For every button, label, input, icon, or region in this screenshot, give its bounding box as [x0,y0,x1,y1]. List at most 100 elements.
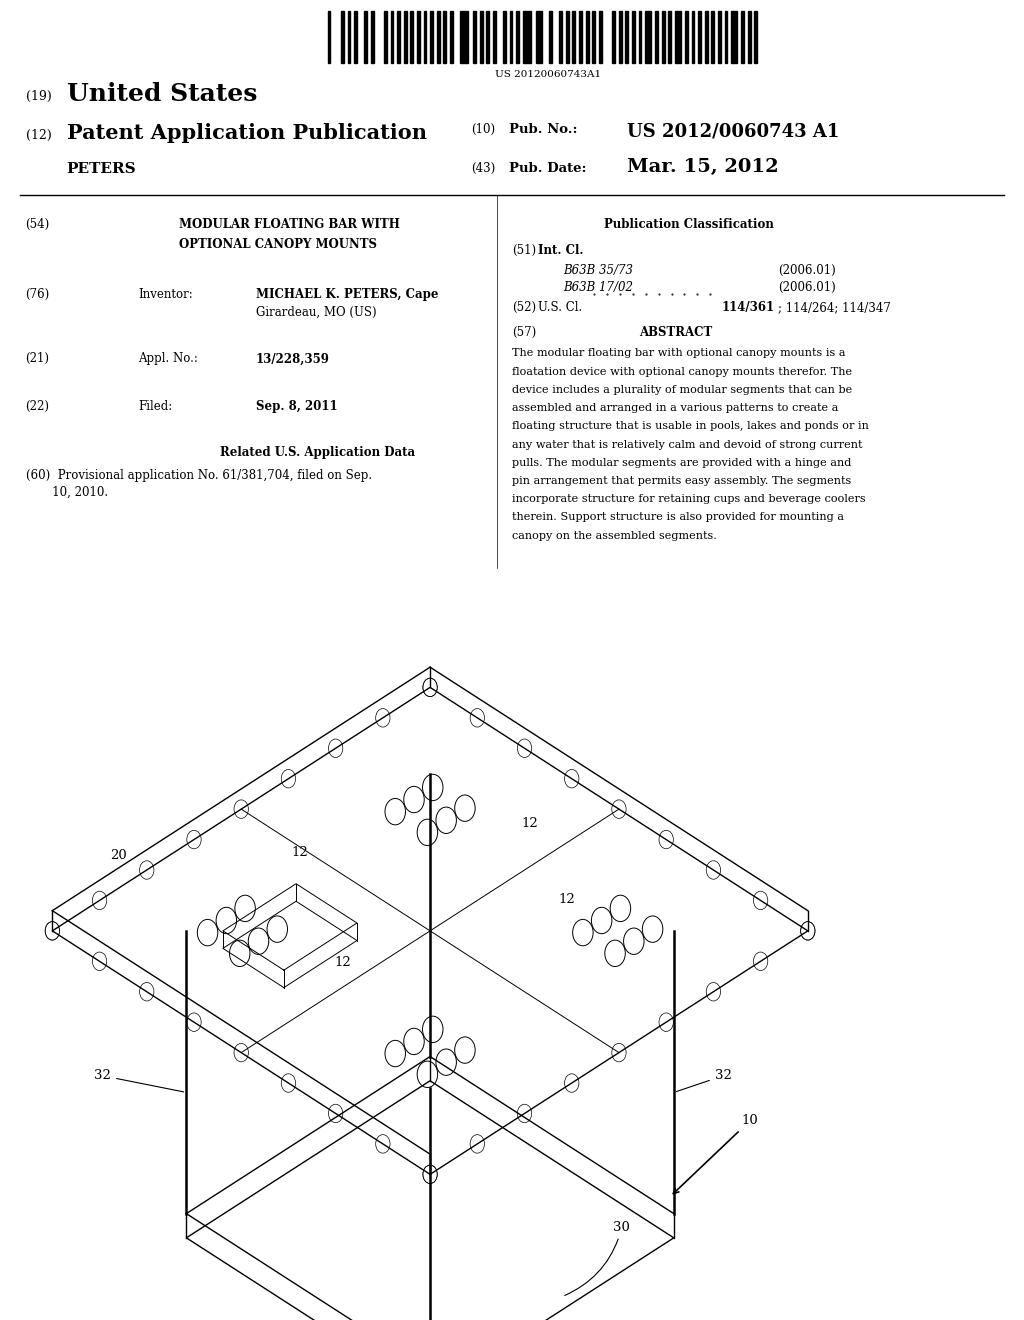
Text: US 2012/0060743 A1: US 2012/0060743 A1 [627,123,839,141]
Text: 12: 12 [521,817,539,830]
Bar [451,11,453,63]
Text: pulls. The modular segments are provided with a hinge and: pulls. The modular segments are provided… [512,458,851,467]
Bar [741,11,744,63]
Text: 32: 32 [94,1069,183,1092]
Text: floating structure that is usable in pools, lakes and ponds or in: floating structure that is usable in poo… [512,421,869,432]
Text: incorporate structure for retaining cups and beverage coolers: incorporate structure for retaining cups… [512,494,865,504]
Bar [669,11,672,63]
Text: 10: 10 [673,1114,759,1193]
Text: (52): (52) [512,301,537,314]
Text: 12: 12 [334,956,350,969]
Text: 30: 30 [564,1221,630,1295]
Text: 13/228,359: 13/228,359 [256,352,330,366]
Text: The modular floating bar with optional canopy mounts is a: The modular floating bar with optional c… [512,348,846,359]
Text: pin arrangement that permits easy assembly. The segments: pin arrangement that permits easy assemb… [512,477,851,486]
Text: ; 114/264; 114/347: ; 114/264; 114/347 [778,301,891,314]
Text: (43): (43) [471,162,496,176]
Text: (2006.01): (2006.01) [778,281,836,294]
Text: B63B 35/73: B63B 35/73 [563,264,633,277]
Bar [618,11,622,63]
Bar [632,11,635,63]
Bar [417,11,420,63]
Text: Girardeau, MO (US): Girardeau, MO (US) [256,306,377,319]
Bar [443,11,446,63]
Text: assembled and arranged in a various patterns to create a: assembled and arranged in a various patt… [512,403,839,413]
Text: PETERS: PETERS [67,162,136,177]
Text: Appl. No.:: Appl. No.: [138,352,198,366]
Bar [430,11,433,63]
Bar [685,11,688,63]
Bar [347,11,350,63]
Bar [586,11,589,63]
Bar [390,11,393,63]
Text: (2006.01): (2006.01) [778,264,836,277]
Bar [397,11,400,63]
Bar [365,11,367,63]
Bar [537,11,542,63]
Bar [510,11,512,63]
Text: United States: United States [67,82,257,106]
Text: Filed:: Filed: [138,400,172,413]
Text: Related U.S. Application Data: Related U.S. Application Data [220,446,416,459]
Text: canopy on the assembled segments.: canopy on the assembled segments. [512,531,717,541]
Bar [599,11,602,63]
Bar [354,11,357,63]
Text: Pub. Date:: Pub. Date: [509,162,587,176]
Text: 12: 12 [292,846,308,858]
Bar [639,11,641,63]
Text: U.S. Cl.: U.S. Cl. [538,301,582,314]
Bar [566,11,568,63]
Text: Patent Application Publication: Patent Application Publication [67,123,427,143]
Text: MODULAR FLOATING BAR WITH: MODULAR FLOATING BAR WITH [179,218,400,231]
Bar [424,11,426,63]
Text: (51): (51) [512,244,537,257]
Bar [403,11,407,63]
Bar [675,11,681,63]
Bar [748,11,751,63]
Text: (76): (76) [26,288,50,301]
Bar [645,11,651,63]
Bar [549,11,552,63]
Bar [572,11,575,63]
Bar [486,11,489,63]
Text: (54): (54) [26,218,50,231]
Text: floatation device with optional canopy mounts therefor. The: floatation device with optional canopy m… [512,367,852,376]
Bar [731,11,737,63]
Bar [494,11,496,63]
Bar [725,11,727,63]
Bar [698,11,701,63]
Text: 114/361: 114/361 [722,301,775,314]
Bar [473,11,476,63]
Text: 12: 12 [558,892,574,906]
Text: any water that is relatively calm and devoid of strong current: any water that is relatively calm and de… [512,440,862,450]
Text: 20: 20 [111,849,127,862]
Bar [580,11,582,63]
Bar [411,11,414,63]
Bar [712,11,715,63]
Bar [559,11,562,63]
Bar [516,11,519,63]
Text: US 20120060743A1: US 20120060743A1 [495,70,601,79]
Text: (22): (22) [26,400,49,413]
Text: (60)  Provisional application No. 61/381,704, filed on Sep.: (60) Provisional application No. 61/381,… [26,469,372,482]
Text: (21): (21) [26,352,49,366]
Text: (57): (57) [512,326,537,339]
Bar [480,11,482,63]
Bar [460,11,468,63]
Bar [592,11,595,63]
Bar [655,11,658,63]
Text: Publication Classification: Publication Classification [604,218,774,231]
Text: 10, 2010.: 10, 2010. [26,486,108,499]
Bar [705,11,708,63]
Bar [437,11,439,63]
Bar [718,11,721,63]
Text: device includes a plurality of modular segments that can be: device includes a plurality of modular s… [512,385,852,395]
Bar [691,11,694,63]
Text: Int. Cl.: Int. Cl. [538,244,583,257]
Bar [755,11,758,63]
Text: B63B 17/02: B63B 17/02 [563,281,633,294]
Bar [612,11,615,63]
Text: Mar. 15, 2012: Mar. 15, 2012 [627,158,778,177]
Text: ABSTRACT: ABSTRACT [639,326,713,339]
Bar [523,11,531,63]
